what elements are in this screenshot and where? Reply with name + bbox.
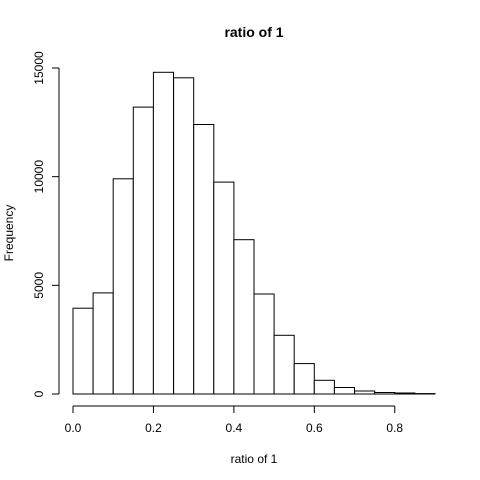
histogram-bar-15 bbox=[374, 392, 396, 395]
histogram-bar-14 bbox=[354, 390, 376, 395]
histogram-bar-6 bbox=[193, 124, 215, 395]
histogram-bar-16 bbox=[394, 392, 416, 395]
y-axis-label: Frequency bbox=[2, 205, 16, 262]
x-tick-label: 0.0 bbox=[65, 421, 82, 435]
y-tick-label: 0 bbox=[32, 390, 46, 397]
chart-title: ratio of 1 bbox=[224, 24, 283, 40]
x-axis-label: ratio of 1 bbox=[231, 452, 278, 466]
histogram-bar-2 bbox=[112, 178, 134, 395]
histogram-bar-1 bbox=[92, 292, 114, 395]
y-axis: 0 5000 10000 15000 bbox=[32, 51, 60, 397]
histogram-bar-10 bbox=[273, 334, 295, 395]
x-tick-label: 0.6 bbox=[306, 421, 323, 435]
x-tick-label: 0.8 bbox=[386, 421, 403, 435]
histogram-bar-4 bbox=[152, 71, 174, 395]
histogram-bar-12 bbox=[313, 379, 335, 395]
histogram-bar-0 bbox=[72, 307, 94, 395]
y-tick-label: 15000 bbox=[32, 51, 46, 85]
x-axis: 0.0 0.2 0.4 0.6 0.8 bbox=[65, 405, 403, 435]
bars-group bbox=[72, 71, 436, 395]
x-tick-label: 0.4 bbox=[226, 421, 243, 435]
histogram-bar-5 bbox=[173, 77, 195, 395]
histogram-bar-13 bbox=[333, 387, 355, 395]
x-tick-label: 0.2 bbox=[145, 421, 162, 435]
y-tick-label: 5000 bbox=[32, 272, 46, 299]
histogram-bar-3 bbox=[132, 106, 154, 395]
histogram-bar-8 bbox=[233, 239, 255, 395]
y-tick-label: 10000 bbox=[32, 160, 46, 194]
histogram-bar-7 bbox=[213, 181, 235, 395]
histogram-bar-11 bbox=[293, 363, 315, 395]
histogram-bar-9 bbox=[253, 293, 275, 395]
